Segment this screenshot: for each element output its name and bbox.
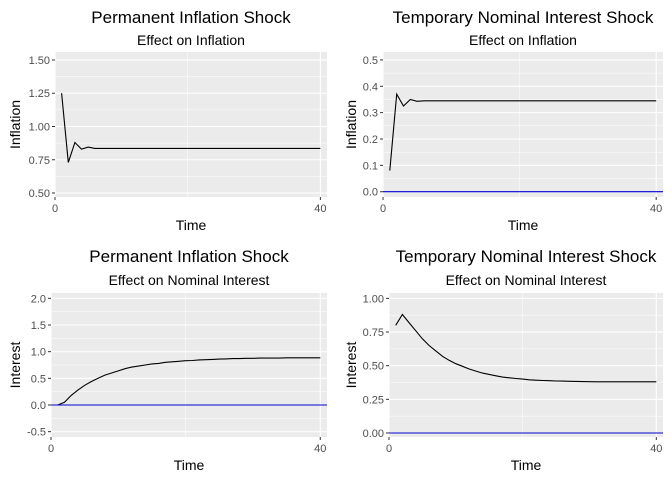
- chart-title: Permanent Inflation Shock: [89, 247, 289, 266]
- chart-subtitle: Effect on Inflation: [469, 32, 577, 48]
- chart-title: Temporary Nominal Interest Shock: [393, 8, 654, 27]
- panel-1: 0.50 0.75 1.00 1.25 1.50 0 40 Permanent Inflati…: [7, 8, 327, 233]
- y-tick-label: 0.50: [29, 188, 50, 200]
- x-axis-label: Time: [174, 457, 205, 473]
- x-axis-label: Time: [176, 217, 207, 233]
- y-tick-label: -0.5: [27, 427, 46, 439]
- y-tick-label: 0.0: [31, 400, 46, 412]
- y-tick-label: 1.25: [29, 88, 50, 100]
- x-tick-label: 40: [314, 443, 326, 455]
- y-tick-label: 1.00: [363, 293, 384, 305]
- y-tick-label: 0.5: [31, 373, 46, 385]
- x-tick-label: 0: [380, 203, 386, 215]
- y-tick-label: 0.0: [363, 187, 378, 199]
- x-tick-label: 40: [650, 443, 662, 455]
- panel-4: 0.00 0.25 0.50 0.75 1.00 0 40 Temporary Nominal…: [343, 247, 663, 473]
- y-tick-label: 0.1: [363, 160, 378, 172]
- y-axis-label: Interest: [343, 342, 359, 389]
- series-line-1: [395, 313, 657, 383]
- chart-title: Permanent Inflation Shock: [91, 8, 291, 27]
- chart-title: Temporary Nominal Interest Shock: [396, 247, 657, 266]
- y-axis-label: Inflation: [343, 100, 359, 149]
- y-tick-label: 2.0: [31, 293, 46, 305]
- x-tick-label: 0: [48, 443, 54, 455]
- x-axis-label: Time: [511, 457, 542, 473]
- y-tick-label: 0.2: [363, 134, 378, 146]
- x-tick-label: 40: [314, 203, 326, 215]
- y-tick-label: 0.50: [363, 361, 384, 373]
- y-tick-label: 0.75: [363, 327, 384, 339]
- y-axis-label: Interest: [7, 342, 23, 389]
- y-tick-label: 0.75: [29, 155, 50, 167]
- series-line-1: [61, 93, 321, 163]
- y-tick-label: 0.4: [363, 81, 378, 93]
- y-tick-label: 0.00: [363, 428, 384, 440]
- chart-subtitle: Effect on Inflation: [137, 32, 245, 48]
- panel-2: 0.0 0.1 0.2 0.3 0.4 0.5 0 40 Temporary Nominal I…: [343, 8, 663, 233]
- series-line-1: [389, 92, 657, 171]
- chart-subtitle: Effect on Nominal Interest: [446, 272, 607, 288]
- y-tick-label: 0.25: [363, 394, 384, 406]
- y-tick-label: 1.50: [29, 55, 50, 67]
- y-axis-label: Inflation: [7, 100, 23, 149]
- plot-background: [55, 52, 327, 197]
- y-tick-label: 1.5: [31, 320, 46, 332]
- x-tick-label: 0: [52, 203, 58, 215]
- series-line-1: [51, 357, 321, 406]
- x-tick-label: 40: [650, 203, 662, 215]
- x-tick-label: 0: [386, 443, 392, 455]
- y-tick-label: 0.5: [363, 55, 378, 67]
- y-tick-label: 1.00: [29, 121, 50, 133]
- panel-3: -0.5 0.0 0.5 1.0 1.5 2.0 0 40 Permanent Inflatio…: [7, 247, 327, 473]
- chart-subtitle: Effect on Nominal Interest: [109, 272, 270, 288]
- plot-background: [383, 52, 663, 197]
- x-axis-label: Time: [508, 217, 539, 233]
- plot-background: [389, 293, 663, 437]
- y-tick-label: 1.0: [31, 347, 46, 359]
- y-tick-label: 0.3: [363, 108, 378, 120]
